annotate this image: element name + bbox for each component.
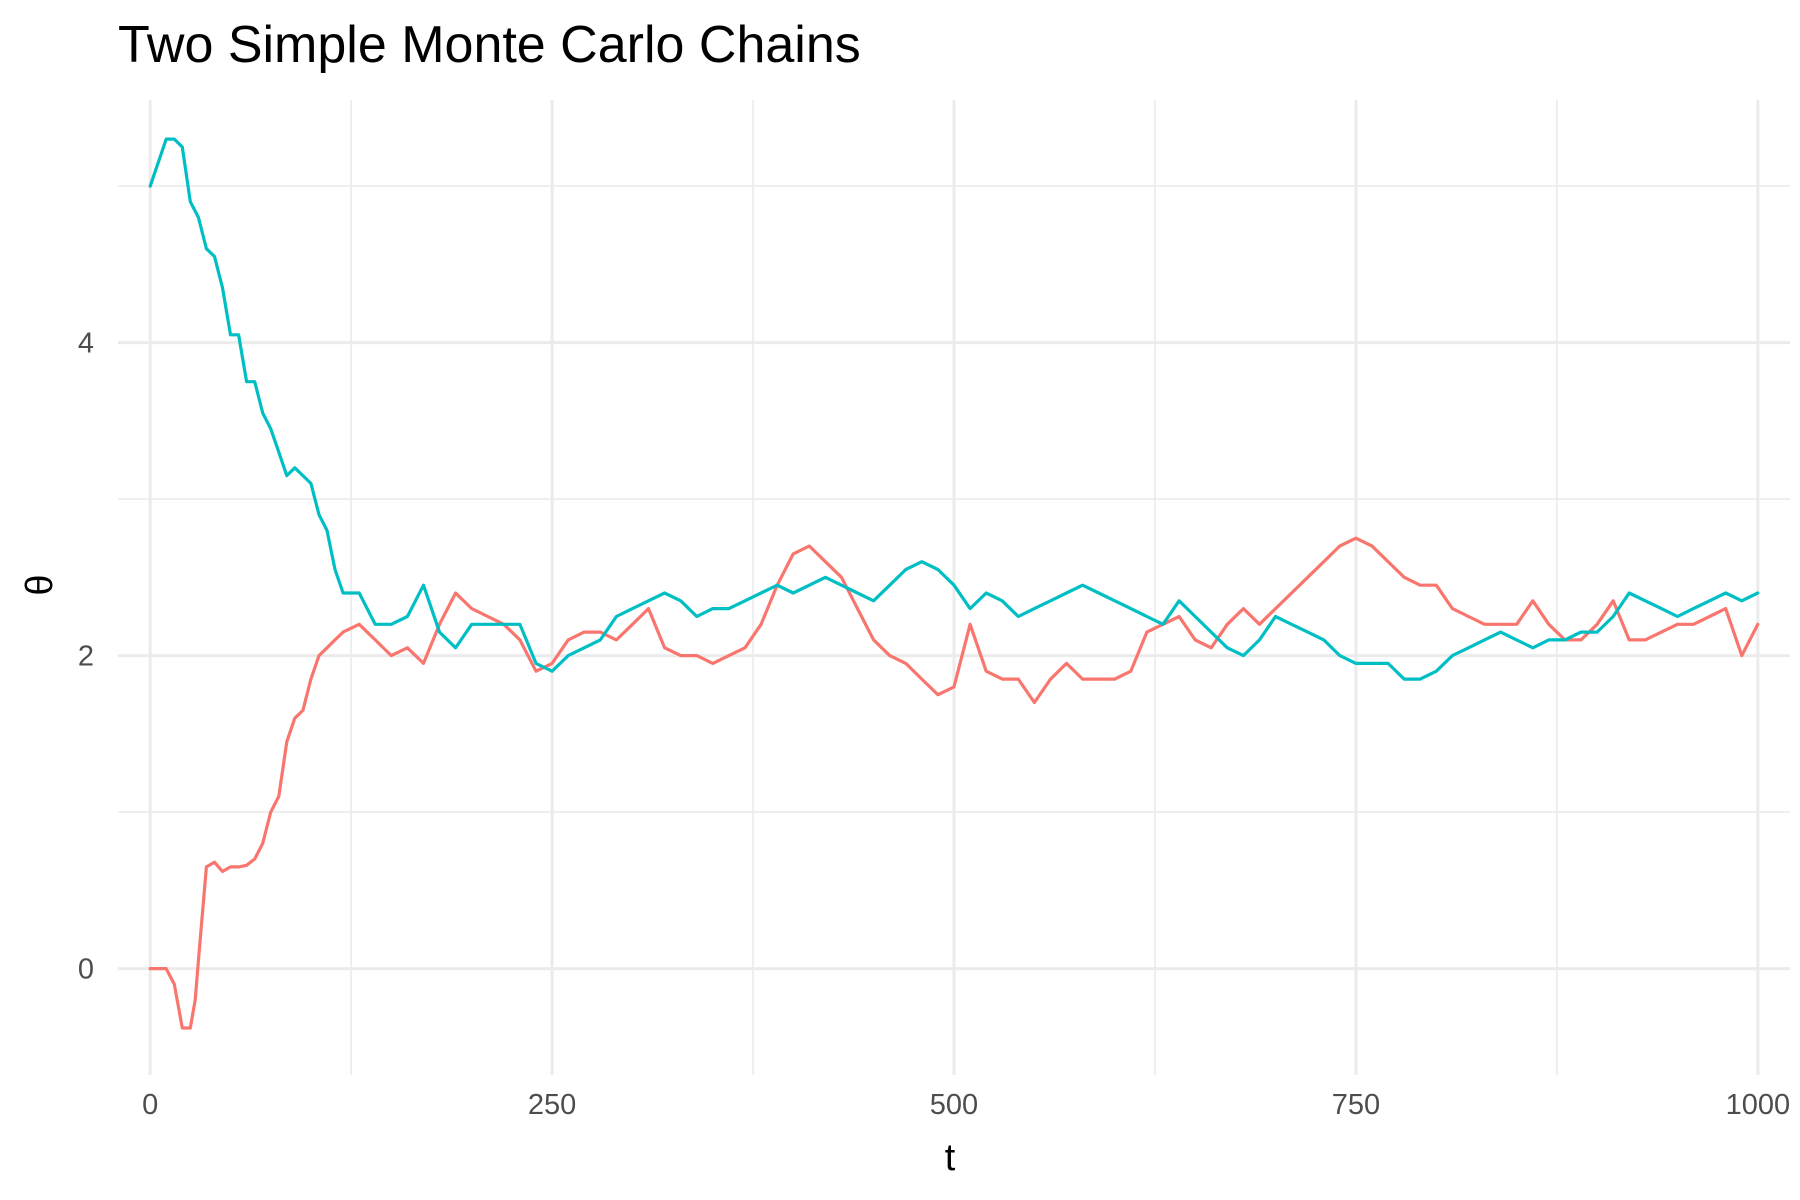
chart-title: Two Simple Monte Carlo Chains <box>118 16 861 74</box>
x-tick-label: 250 <box>528 1089 576 1121</box>
x-tick-label: 500 <box>930 1089 978 1121</box>
y-tick-label: 4 <box>78 328 94 360</box>
series-layer <box>148 137 1760 1030</box>
tick-labels: 0 250 500 750 1000 0 2 4 <box>78 328 1790 1121</box>
series-line-2 <box>148 137 1760 681</box>
y-axis-title: θ <box>19 574 61 595</box>
y-tick-label: 0 <box>78 954 94 986</box>
x-tick-label: 0 <box>142 1089 158 1121</box>
x-tick-label: 750 <box>1332 1089 1380 1121</box>
series-line-1 <box>148 536 1760 1030</box>
x-tick-label: 1000 <box>1726 1089 1791 1121</box>
y-tick-label: 2 <box>78 641 94 673</box>
x-axis-title: t <box>945 1137 956 1179</box>
